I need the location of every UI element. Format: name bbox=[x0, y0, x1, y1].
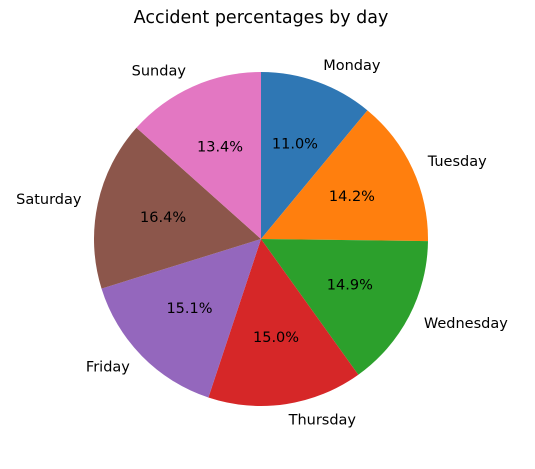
pie-slice-saturday bbox=[94, 127, 261, 289]
pie-slices bbox=[94, 72, 428, 407]
percentage-labels: 11.0% 14.2% 14.9% 15.0% 15.1% 16.4% 13.4% bbox=[140, 137, 375, 346]
pct-label-monday: 11.0% bbox=[272, 137, 318, 153]
pct-label-friday: 15.1% bbox=[166, 301, 212, 317]
chart-title: Accident percentages by day bbox=[134, 8, 389, 28]
pie-slice-tuesday bbox=[261, 110, 428, 242]
category-label-saturday: Saturday bbox=[16, 192, 82, 208]
pie-slice-thursday bbox=[208, 239, 359, 407]
pct-label-saturday: 16.4% bbox=[140, 210, 186, 226]
category-label-sunday: Sunday bbox=[132, 63, 187, 79]
pie-slice-wednesday bbox=[261, 239, 428, 375]
category-label-thursday: Thursday bbox=[288, 413, 357, 429]
category-label-friday: Friday bbox=[86, 360, 130, 376]
pie-slice-sunday bbox=[136, 72, 261, 239]
pie-slice-friday bbox=[101, 239, 261, 398]
pct-label-thursday: 15.0% bbox=[253, 330, 299, 346]
pct-label-sunday: 13.4% bbox=[197, 140, 243, 156]
pie-slice-monday bbox=[261, 72, 368, 239]
category-labels: Monday Tuesday Wednesday Thursday Friday Satu… bbox=[16, 58, 508, 428]
category-label-wednesday: Wednesday bbox=[424, 316, 508, 332]
pct-label-wednesday: 14.9% bbox=[327, 277, 373, 293]
category-label-tuesday: Tuesday bbox=[427, 154, 487, 170]
pct-label-tuesday: 14.2% bbox=[329, 189, 375, 205]
category-label-monday: Monday bbox=[323, 58, 381, 74]
